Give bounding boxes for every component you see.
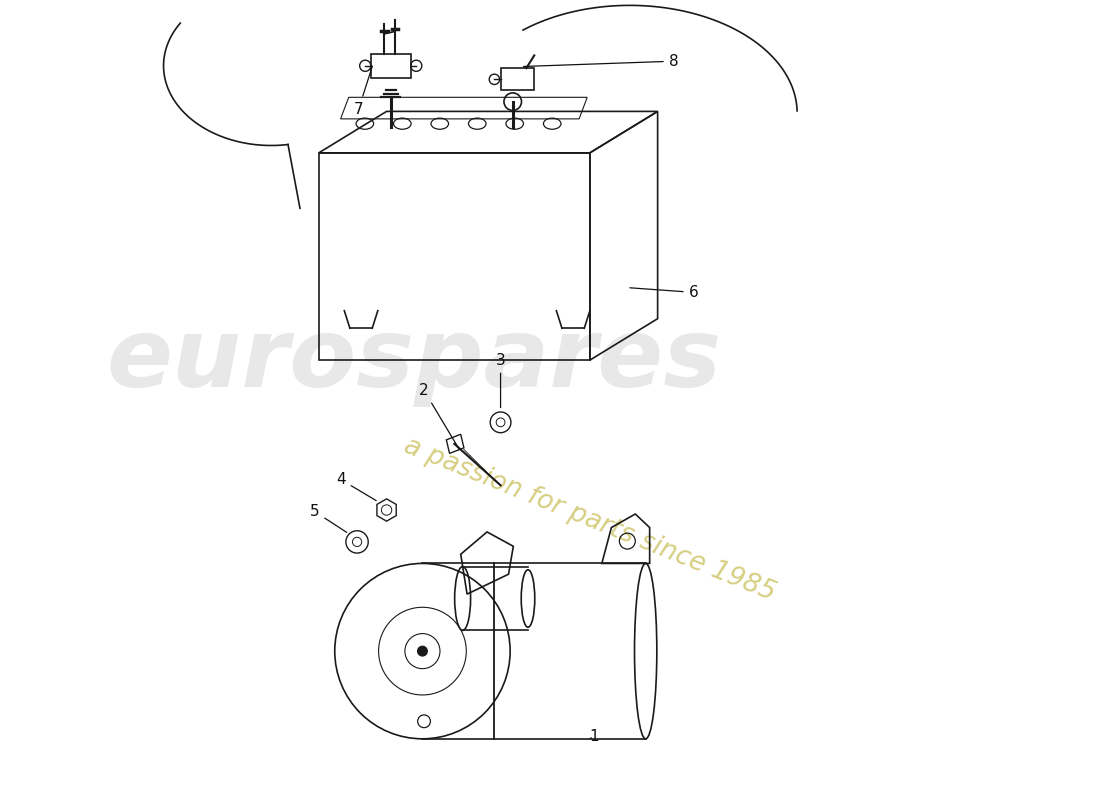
Text: 1: 1	[588, 729, 598, 744]
Text: 3: 3	[496, 353, 505, 407]
Circle shape	[418, 646, 427, 656]
Text: eurospares: eurospares	[107, 314, 722, 406]
Text: 8: 8	[524, 54, 679, 69]
Text: 7: 7	[354, 66, 373, 117]
Text: 5: 5	[310, 504, 346, 533]
Text: 6: 6	[630, 285, 698, 300]
Text: 2: 2	[419, 383, 460, 450]
Text: 4: 4	[337, 472, 376, 501]
Text: a passion for parts since 1985: a passion for parts since 1985	[400, 433, 780, 606]
